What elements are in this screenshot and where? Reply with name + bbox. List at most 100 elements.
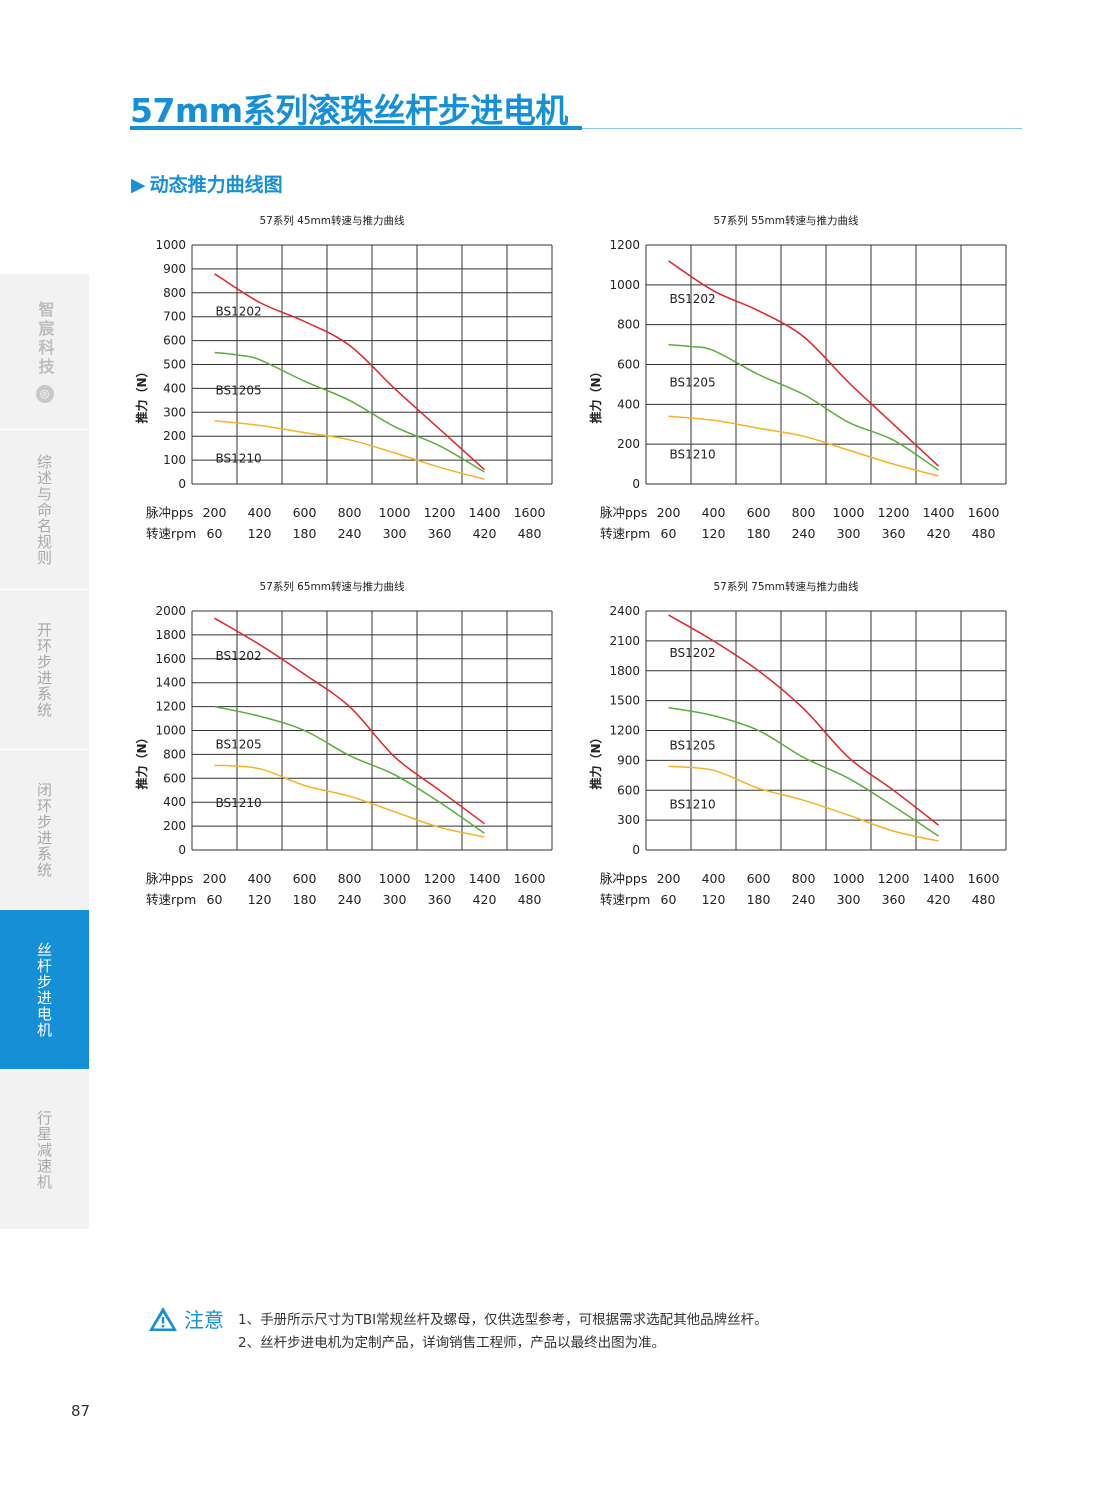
series-line-bs1202 <box>668 614 939 826</box>
chart-grid <box>645 244 1007 485</box>
series-line-bs1210 <box>668 415 939 477</box>
x-row-label-rpm: 转速rpm <box>600 892 650 907</box>
series-line-bs1205 <box>214 705 485 834</box>
page-title: 57mm系列滚珠丝杆步进电机 <box>130 91 568 130</box>
x-tick-label-rpm: 420 <box>927 892 951 907</box>
chart-title: 57系列 75mm转速与推力曲线 <box>713 580 859 593</box>
series-label-bs1202: BS1202 <box>670 646 716 660</box>
series-label-bs1210: BS1210 <box>670 447 716 461</box>
x-tick-label-pps: 400 <box>248 505 272 520</box>
chart-65mm: 57系列 65mm转速与推力曲线 0 200 400 600 800 1000 1200 140… <box>130 576 580 916</box>
series-label-bs1205: BS1205 <box>670 376 716 390</box>
x-tick-label-rpm: 240 <box>792 892 816 907</box>
chart-svg: 57系列 65mm转速与推力曲线 0 200 400 600 800 1000 1200 140… <box>134 580 553 907</box>
chart-svg: 57系列 75mm转速与推力曲线 0 300 600 900 1200 1500 1800 21… <box>588 580 1007 907</box>
sidebar-item-label: 丝杆步进电机 <box>35 941 53 1038</box>
series-label-bs1205: BS1205 <box>670 739 716 753</box>
sidebar-logo: 智宸科技 ◎ <box>0 274 89 430</box>
x-tick-label-pps: 600 <box>293 505 317 520</box>
y-tick-label: 2000 <box>155 604 186 618</box>
title-rule <box>582 128 1022 129</box>
x-tick-label-pps: 400 <box>702 505 726 520</box>
y-tick-label: 800 <box>163 747 186 761</box>
x-tick-label-rpm: 480 <box>972 526 996 541</box>
sidebar-item-closed-loop[interactable]: 闭环步进系统 <box>0 750 89 910</box>
x-tick-label-pps: 200 <box>203 505 227 520</box>
sidebar-item-label: 闭环步进系统 <box>35 781 53 878</box>
y-tick-label: 1500 <box>609 694 640 708</box>
x-tick-label-rpm: 60 <box>661 526 677 541</box>
x-tick-label-rpm: 480 <box>972 892 996 907</box>
notice-box: 注意 1、手册所示尺寸为TBI常规丝杆及螺母，仅供选型参考，可根据需求选配其他品… <box>148 1306 768 1355</box>
y-tick-label: 1800 <box>609 664 640 678</box>
logo-text: 智宸科技 <box>35 300 55 377</box>
chart-grid <box>191 610 553 851</box>
sidebar-item-planetary[interactable]: 行星减速机 <box>0 1070 89 1230</box>
page-number: 87 <box>71 1402 91 1420</box>
x-tick-label-rpm: 420 <box>473 892 497 907</box>
x-tick-label-rpm: 300 <box>383 526 407 541</box>
chart-45mm: 57系列 45mm转速与推力曲线 0 100 200 300 400 500 600 700 80… <box>130 210 580 550</box>
x-tick-label-pps: 600 <box>293 871 317 886</box>
chart-75mm: 57系列 75mm转速与推力曲线 0 300 600 900 1200 1500 1800 21… <box>584 576 1034 916</box>
x-tick-label-pps: 1200 <box>878 871 910 886</box>
y-tick-label: 400 <box>163 795 186 809</box>
series-line-bs1202 <box>668 260 940 467</box>
x-tick-label-rpm: 300 <box>383 892 407 907</box>
section-title-text: 动态推力曲线图 <box>149 174 283 196</box>
y-tick-label: 200 <box>163 429 186 443</box>
y-tick-label: 900 <box>163 262 186 276</box>
x-tick-label-pps: 800 <box>792 871 816 886</box>
series-label-bs1202: BS1202 <box>216 305 262 319</box>
y-tick-label: 400 <box>163 381 186 395</box>
x-tick-label-pps: 800 <box>792 505 816 520</box>
chart-55mm: 57系列 55mm转速与推力曲线 0 200 400 600 800 1000 1200 推力（… <box>584 210 1034 550</box>
y-tick-label: 800 <box>617 318 640 332</box>
x-tick-label-pps: 1400 <box>923 505 955 520</box>
sidebar-item-open-loop[interactable]: 开环步进系统 <box>0 590 89 750</box>
x-tick-label-rpm: 480 <box>518 892 542 907</box>
x-tick-label-pps: 600 <box>747 505 771 520</box>
y-tick-label: 200 <box>617 437 640 451</box>
x-tick-label-rpm: 120 <box>248 892 272 907</box>
x-tick-label-rpm: 60 <box>661 892 677 907</box>
chart-grid <box>645 610 1007 851</box>
x-tick-label-pps: 1200 <box>878 505 910 520</box>
y-tick-label: 400 <box>617 397 640 411</box>
section-title: ▶ 动态推力曲线图 <box>131 170 283 197</box>
play-triangle-icon: ▶ <box>131 174 146 196</box>
x-tick-label-pps: 1000 <box>833 505 865 520</box>
x-tick-label-rpm: 240 <box>792 526 816 541</box>
x-tick-label-pps: 1400 <box>469 505 501 520</box>
x-tick-label-rpm: 420 <box>473 526 497 541</box>
chart-grid <box>191 244 553 485</box>
x-tick-label-rpm: 300 <box>837 526 861 541</box>
x-tick-label-rpm: 360 <box>882 526 906 541</box>
x-tick-label-pps: 1600 <box>514 871 546 886</box>
x-tick-label-rpm: 240 <box>338 892 362 907</box>
series-label-bs1202: BS1202 <box>216 649 262 663</box>
y-tick-label: 100 <box>163 453 186 467</box>
sidebar-item-label: 综述与命名规则 <box>35 453 53 566</box>
x-row-label-rpm: 转速rpm <box>600 526 650 541</box>
chart-svg: 57系列 45mm转速与推力曲线 0 100 200 300 400 500 600 700 80… <box>134 214 553 541</box>
x-tick-label-pps: 1000 <box>379 871 411 886</box>
x-tick-label-pps: 1000 <box>833 871 865 886</box>
y-tick-label: 1000 <box>155 724 186 738</box>
series-line-bs1202 <box>214 273 486 471</box>
notice-label: 注意 <box>184 1308 224 1332</box>
sidebar-item-overview[interactable]: 综述与命名规则 <box>0 430 89 590</box>
y-tick-label: 2400 <box>609 604 640 618</box>
series-label-bs1210: BS1210 <box>216 452 262 466</box>
title-underline <box>130 126 582 130</box>
sidebar-item-lead-screw[interactable]: 丝杆步进电机 <box>0 910 89 1070</box>
y-tick-label: 0 <box>632 477 640 491</box>
y-tick-label: 0 <box>178 477 186 491</box>
x-row-label-rpm: 转速rpm <box>146 526 196 541</box>
x-tick-label-pps: 1000 <box>379 505 411 520</box>
x-tick-label-pps: 1400 <box>469 871 501 886</box>
x-tick-label-pps: 400 <box>702 871 726 886</box>
x-tick-label-pps: 400 <box>248 871 272 886</box>
y-tick-label: 1200 <box>155 700 186 714</box>
y-tick-label: 0 <box>178 843 186 857</box>
